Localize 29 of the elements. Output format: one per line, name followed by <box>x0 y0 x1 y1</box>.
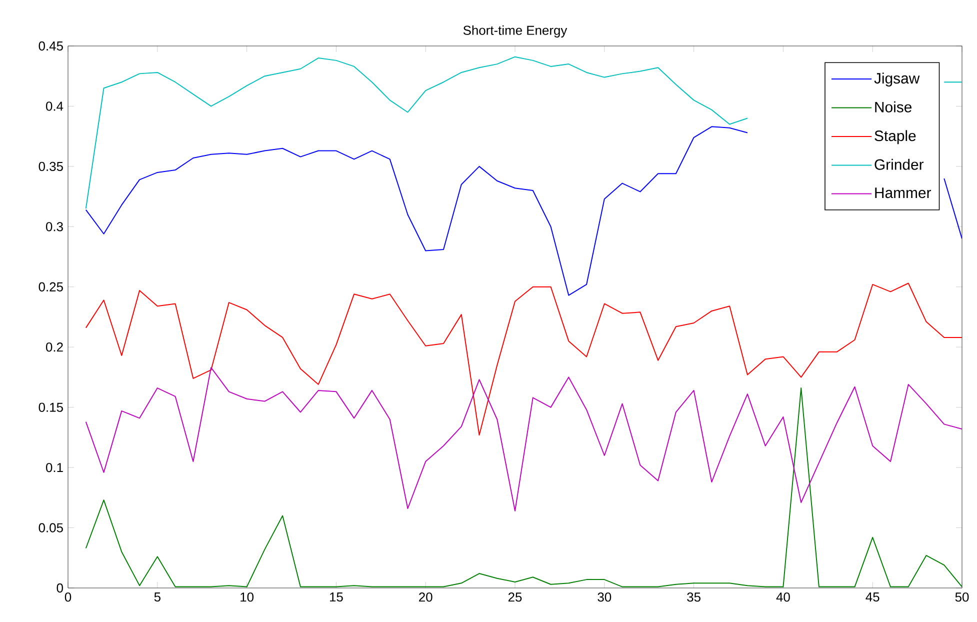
legend-label: Staple <box>874 130 916 144</box>
legend-label: Noise <box>875 101 912 112</box>
y-tick-label: 0.3 <box>46 222 63 232</box>
x-tick-label: 50 <box>955 592 969 602</box>
legend-label: Jigsaw <box>874 72 920 87</box>
y-tick-label: 0 <box>56 583 63 593</box>
line-series <box>85 282 962 436</box>
y-tick-label: 0.05 <box>38 523 63 532</box>
x-tick-label: 45 <box>866 592 880 602</box>
y-tick-label: 0.35 <box>38 162 63 172</box>
x-tick-label: 35 <box>687 592 700 602</box>
y-tick-label: 0.25 <box>38 282 63 292</box>
x-tick-label: 30 <box>598 592 612 602</box>
y-tick-label: 0.45 <box>38 41 63 51</box>
y-tick-label: 0.4 <box>46 102 64 111</box>
x-tick-label: 25 <box>508 592 522 602</box>
x-tick-label: 0 <box>64 592 72 602</box>
line-series <box>85 367 962 512</box>
chart-title: Short-time Energy <box>463 25 568 38</box>
x-tick-label: 15 <box>330 592 343 602</box>
x-tick-label: 10 <box>240 592 254 602</box>
y-tick-label: 0.1 <box>46 462 63 472</box>
legend-label: Hammer <box>875 188 932 198</box>
x-tick-label: 20 <box>419 592 432 602</box>
legend-label: Grinder <box>874 158 924 170</box>
x-tick-label: 5 <box>154 592 160 602</box>
x-tick-label: 40 <box>776 592 790 602</box>
y-tick-label: 0.2 <box>46 342 63 352</box>
y-tick-label: 0.15 <box>38 402 63 412</box>
